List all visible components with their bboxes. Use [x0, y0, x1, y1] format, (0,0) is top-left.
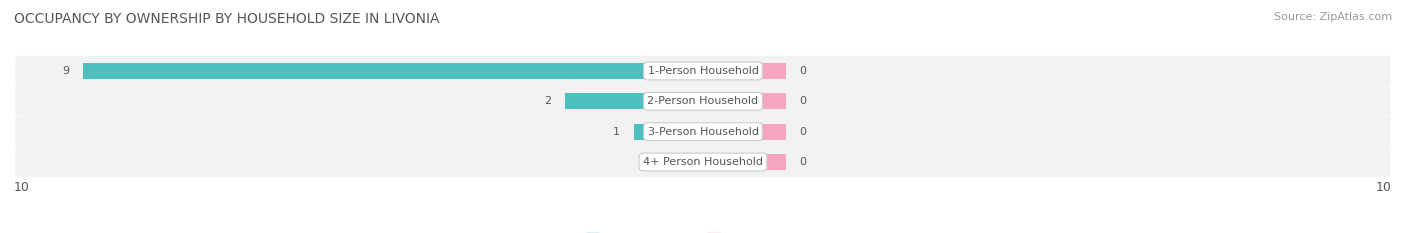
- Text: 2: 2: [544, 96, 551, 106]
- Text: Source: ZipAtlas.com: Source: ZipAtlas.com: [1274, 12, 1392, 22]
- Text: 0: 0: [800, 96, 807, 106]
- FancyBboxPatch shape: [15, 116, 1391, 147]
- Text: 1-Person Household: 1-Person Household: [648, 66, 758, 76]
- Text: 0: 0: [662, 157, 669, 167]
- Text: 10: 10: [14, 181, 30, 194]
- Text: 0: 0: [800, 127, 807, 137]
- Bar: [682, 154, 703, 170]
- Text: 2-Person Household: 2-Person Household: [647, 96, 759, 106]
- Bar: [83, 63, 703, 79]
- Bar: [703, 93, 786, 109]
- Text: OCCUPANCY BY OWNERSHIP BY HOUSEHOLD SIZE IN LIVONIA: OCCUPANCY BY OWNERSHIP BY HOUSEHOLD SIZE…: [14, 12, 440, 26]
- Bar: [565, 93, 703, 109]
- Bar: [703, 154, 786, 170]
- Text: 9: 9: [62, 66, 69, 76]
- Text: 0: 0: [800, 66, 807, 76]
- Text: 10: 10: [1376, 181, 1392, 194]
- FancyBboxPatch shape: [15, 56, 1391, 86]
- Bar: [634, 124, 703, 140]
- FancyBboxPatch shape: [15, 86, 1391, 116]
- Bar: [703, 124, 786, 140]
- Text: 1: 1: [613, 127, 620, 137]
- Text: 0: 0: [800, 157, 807, 167]
- FancyBboxPatch shape: [15, 147, 1391, 177]
- Bar: [703, 63, 786, 79]
- Text: 3-Person Household: 3-Person Household: [648, 127, 758, 137]
- Text: 4+ Person Household: 4+ Person Household: [643, 157, 763, 167]
